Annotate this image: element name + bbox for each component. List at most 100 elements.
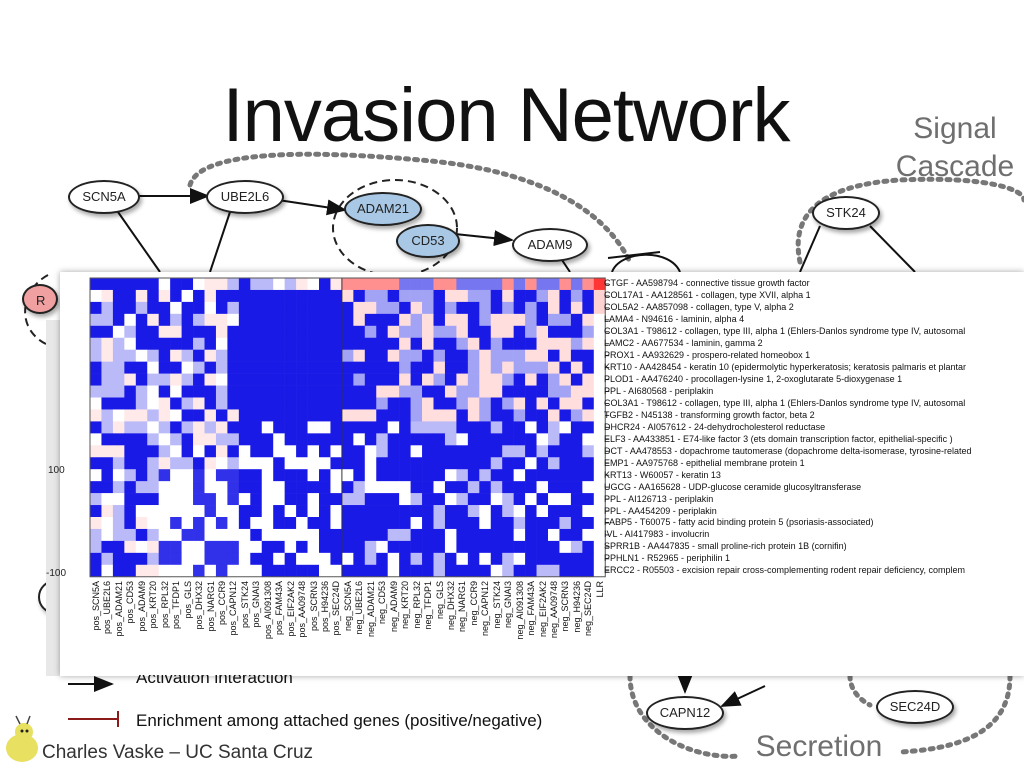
heatmap-cell: [444, 540, 457, 554]
column-label: neg_SCN5A: [342, 580, 353, 631]
heatmap-cell: [101, 421, 114, 434]
heatmap-cell: [559, 385, 572, 398]
heatmap-cell: [112, 493, 125, 506]
heatmap-cell: [330, 313, 343, 327]
heatmap-cell: [90, 457, 102, 470]
heatmap-cell: [227, 325, 240, 339]
heatmap-cell: [353, 337, 366, 350]
heatmap-cell: [376, 301, 388, 315]
heatmap-cell: [364, 373, 377, 386]
heatmap-cell: [112, 325, 125, 339]
heatmap-cell: [387, 385, 400, 398]
heatmap-cell: [238, 552, 251, 566]
heatmap-cell: [341, 409, 354, 422]
heatmap-cell: [593, 373, 606, 386]
heatmap-cell: [593, 505, 606, 518]
heatmap-cell: [215, 421, 228, 434]
heatmap-cell: [570, 421, 583, 434]
heatmap-cell: [112, 481, 125, 494]
heatmap-cell: [376, 540, 388, 554]
column-label: neg_STK24: [491, 580, 502, 629]
heatmap-cell: [90, 469, 102, 482]
heatmap-cell: [479, 361, 492, 374]
heatmap-cell: [135, 517, 148, 530]
node-cd53[interactable]: CD53: [396, 224, 460, 258]
heatmap-cell: [90, 481, 102, 494]
heatmap-cell: [479, 528, 492, 542]
node-adam21[interactable]: ADAM21: [344, 192, 422, 226]
heatmap-cell: [593, 540, 606, 554]
heatmap-cell: [215, 457, 228, 470]
heatmap-cell: [261, 409, 274, 422]
heatmap-cell: [215, 481, 228, 494]
heatmap-cell: [296, 385, 308, 398]
heatmap-cell: [273, 397, 285, 410]
heatmap-cell: [112, 469, 125, 482]
heatmap-cell: [273, 493, 285, 506]
heatmap-cell: [227, 301, 240, 315]
heatmap-cell: [536, 540, 549, 554]
heatmap-cell: [124, 433, 137, 446]
heatmap-cell: [525, 493, 537, 506]
node-sec24d[interactable]: SEC24D: [876, 690, 954, 724]
node-capn12[interactable]: CAPN12: [646, 696, 724, 730]
heatmap-cell: [502, 445, 514, 458]
heatmap-cell: [250, 469, 263, 482]
heatmap-cell: [341, 457, 354, 470]
heatmap-cell: [296, 445, 308, 458]
heatmap-cell: [124, 445, 137, 458]
heatmap-cell: [399, 445, 411, 458]
heatmap-cell: [204, 409, 217, 422]
heatmap-cell: [124, 325, 137, 339]
node-scn5a[interactable]: SCN5A: [68, 180, 140, 214]
column-label: neg_ADAM21: [365, 580, 376, 637]
heatmap-cell: [273, 361, 285, 374]
heatmap-cell: [376, 278, 388, 291]
heatmap-cell: [284, 552, 297, 566]
heatmap-cell: [479, 552, 492, 566]
heatmap-cell: [250, 505, 263, 518]
gene-label: COL3A1 - T98612 - collagen, type III, al…: [604, 326, 966, 337]
node-partial-red[interactable]: R: [22, 284, 58, 314]
heatmap-cell: [193, 433, 205, 446]
heatmap-cell: [433, 385, 446, 398]
heatmap-cell: [101, 349, 114, 362]
heatmap-cell: [296, 505, 308, 518]
heatmap-cell: [204, 493, 217, 506]
node-ube2l6[interactable]: UBE2L6: [206, 180, 284, 214]
heatmap-cell: [147, 337, 159, 350]
node-stk24[interactable]: STK24: [812, 196, 880, 230]
heatmap-cell: [319, 457, 331, 470]
heatmap-cell: [570, 493, 583, 506]
heatmap-cell: [296, 517, 308, 530]
heatmap-cell: [582, 349, 595, 362]
heatmap-cell: [444, 457, 457, 470]
gene-label: ELF3 - AA433851 - E74-like factor 3 (ets…: [604, 433, 953, 444]
heatmap-cell: [296, 457, 308, 470]
column-label: neg_GNAI3: [503, 580, 514, 628]
heatmap-cell: [90, 289, 102, 303]
heatmap-cell: [513, 445, 526, 458]
heatmap-cell: [548, 361, 560, 374]
heatmap-cell: [101, 385, 114, 398]
heatmap-cell: [101, 505, 114, 518]
heatmap-cell: [410, 540, 423, 554]
heatmap-cell: [330, 397, 343, 410]
heatmap-cell: [90, 337, 102, 350]
heatmap-cell: [593, 409, 606, 422]
heatmap-cell: [273, 278, 285, 291]
heatmap-cell: [593, 313, 606, 327]
column-label: pos_AI091308: [262, 580, 273, 639]
heatmap-cell: [101, 481, 114, 494]
heatmap-cell: [490, 313, 503, 327]
heatmap-cell: [353, 325, 366, 339]
heatmap-cell: [433, 469, 446, 482]
heatmap-cell: [238, 337, 251, 350]
heatmap-cell: [296, 409, 308, 422]
heatmap-cell: [124, 397, 137, 410]
heatmap-cell: [101, 289, 114, 303]
node-adam9[interactable]: ADAM9: [512, 228, 588, 262]
heatmap-cell: [353, 517, 366, 530]
heatmap-cell: [422, 457, 434, 470]
heatmap-cell: [170, 528, 182, 542]
